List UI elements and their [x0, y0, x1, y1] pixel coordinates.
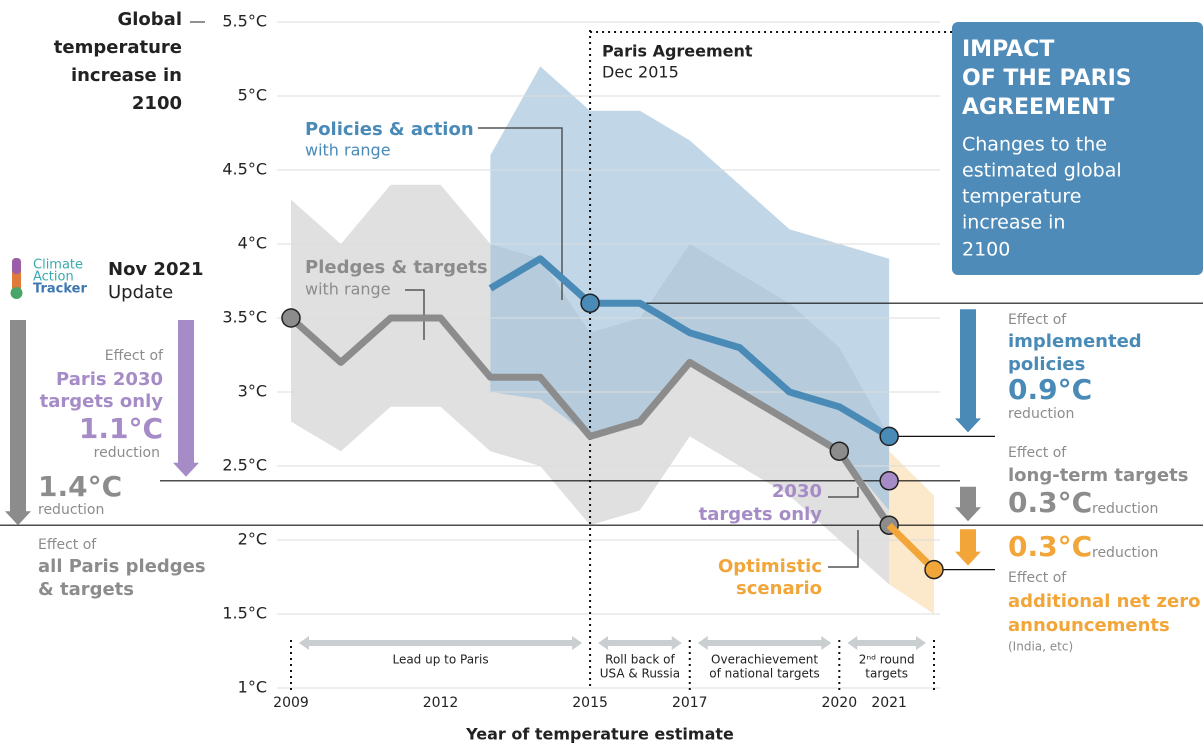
annotation: Paris 2030 [56, 369, 163, 390]
series-label: Policies & action [305, 119, 474, 140]
point [880, 427, 898, 445]
y-tick-label: 5°C [238, 86, 267, 105]
y-tick-label: 5.5°C [222, 12, 267, 31]
point [830, 442, 848, 460]
y-axis-label: increase in [71, 65, 182, 86]
period-label: Roll back of [605, 653, 675, 667]
y-axis-label: temperature [54, 37, 182, 58]
x-tick-label: 2017 [672, 695, 708, 711]
annotation: all Paris pledges [38, 556, 206, 577]
period-arrow [847, 636, 926, 650]
annotation: 1.1°C [79, 412, 163, 445]
x-tick-label: 2012 [423, 695, 459, 711]
annotation: reduction [94, 445, 160, 461]
x-tick-label: 2020 [821, 695, 857, 711]
logo-text: Tracker [33, 282, 87, 297]
effect-arrow [955, 529, 981, 565]
annotation: Update [108, 282, 173, 303]
effect-arrow [173, 320, 199, 477]
box-title: IMPACT [962, 37, 1054, 62]
y-tick-label: 2.5°C [222, 456, 267, 475]
y-tick-label: 1°C [238, 678, 267, 697]
box-title: OF THE PARIS [962, 66, 1132, 91]
annotation: Effect of [105, 348, 164, 364]
annotation: & targets [38, 579, 134, 600]
series-label: Pledges & targets [305, 257, 488, 278]
annotation: 2030 [772, 481, 822, 502]
y-tick-label: 4°C [238, 234, 267, 253]
annotation: Nov 2021 [108, 259, 204, 280]
period-label: 2ⁿᵈ round [859, 653, 915, 667]
point [581, 294, 599, 312]
box-text: estimated global [962, 160, 1122, 182]
annotation: with range [305, 280, 391, 299]
annotation: targets only [699, 504, 823, 525]
box-text: increase in [962, 212, 1065, 234]
period-arrow [598, 636, 682, 650]
effect-arrow [955, 487, 981, 521]
y-tick-label: 3.5°C [222, 308, 267, 327]
period-label: USA & Russia [600, 667, 680, 681]
annotation: (India, etc) [1008, 640, 1073, 654]
y-axis-label: Global [117, 9, 182, 30]
period-label: targets [865, 667, 908, 681]
annotation: 0.3°C [1008, 486, 1092, 519]
x-axis-label: Year of temperature estimate [465, 725, 734, 744]
point [880, 472, 898, 490]
y-tick-label: 3°C [238, 382, 267, 401]
annotation: reduction [1092, 545, 1158, 561]
annotation: Effect of [1008, 312, 1067, 328]
annotation: Effect of [38, 537, 97, 553]
annotation: implemented [1008, 331, 1142, 352]
logo-icon [12, 258, 21, 274]
effect-arrow [5, 320, 31, 525]
box-title: AGREEMENT [962, 95, 1114, 120]
period-arrow [698, 636, 832, 650]
annotation: reduction [38, 502, 104, 518]
annotation: reduction [1008, 406, 1074, 422]
annotation: policies [1008, 354, 1085, 375]
period-label: of national targets [709, 667, 820, 681]
annotation: Dec 2015 [602, 63, 679, 82]
effect-arrow [955, 309, 981, 432]
annotation: reduction [1092, 501, 1158, 517]
annotation: 1.4°C [38, 470, 122, 503]
period-arrow [299, 636, 582, 650]
annotation: Optimistic [718, 556, 822, 577]
annotation: Effect of [1008, 570, 1067, 586]
annotation: scenario [736, 578, 822, 599]
annotation: Paris Agreement [602, 42, 753, 61]
annotation: announcements [1008, 615, 1170, 636]
box-text: temperature [962, 186, 1081, 208]
y-tick-label: 1.5°C [222, 604, 267, 623]
box-text: 2100 [962, 239, 1010, 261]
annotation: 0.9°C [1008, 373, 1092, 406]
annotation: with range [305, 141, 391, 160]
x-tick-label: 2021 [871, 695, 907, 711]
x-tick-label: 2009 [273, 695, 309, 711]
annotation: additional net zero [1008, 591, 1200, 612]
y-tick-label: 4.5°C [222, 160, 267, 179]
annotation: 0.3°C [1008, 530, 1092, 563]
point [282, 309, 300, 327]
logo-icon [11, 287, 23, 299]
box-text: Changes to the [962, 134, 1107, 156]
y-axis-label: 2100 [132, 93, 182, 114]
y-tick-label: 2°C [238, 530, 267, 549]
chart: 1°C 1.5°C 2°C 2.5°C 3°C 3.5°C 4°C 4.5°C 5°C 5.5°C… [0, 0, 1203, 746]
annotation: targets only [40, 391, 164, 412]
point [925, 561, 943, 579]
annotation: long-term targets [1008, 465, 1188, 486]
period-label: Lead up to Paris [392, 653, 488, 667]
annotation: Effect of [1008, 445, 1067, 461]
period-label: Overachievement [711, 653, 818, 667]
x-tick-label: 2015 [572, 695, 608, 711]
